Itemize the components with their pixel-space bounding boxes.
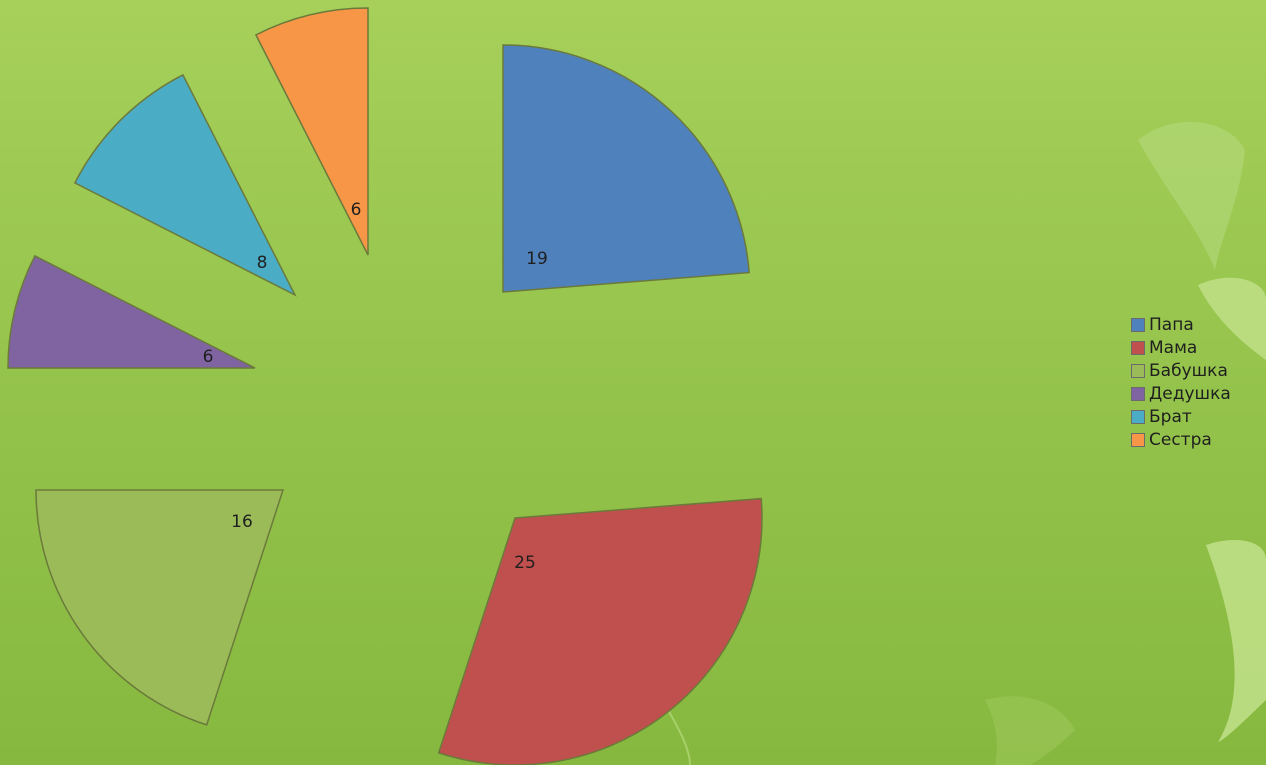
butterfly-wing-shape: [1138, 121, 1245, 271]
legend-swatch: [1131, 386, 1145, 401]
legend-item: Бабушка: [1131, 359, 1266, 382]
pie-slices: [7, 7, 763, 765]
pie-slice-4: [7, 254, 256, 369]
legend-item: Сестра: [1131, 428, 1266, 451]
legend-label: Сестра: [1149, 429, 1212, 450]
chart-legend: Папа Мама Бабушка Дедушка Брат Сестра: [1131, 313, 1266, 451]
pie-slice-3: [35, 489, 285, 726]
pie-data-labels: 19 25 16 6 8 6: [203, 200, 548, 573]
pie-slice-1: [502, 44, 751, 293]
legend-label: Папа: [1149, 314, 1194, 335]
legend-label: Дедушка: [1149, 383, 1231, 404]
legend-item: Мама: [1131, 336, 1266, 359]
legend-swatch: [1131, 340, 1145, 355]
data-label-5: 8: [257, 253, 268, 273]
data-label-2: 25: [514, 553, 536, 573]
legend-item: Дедушка: [1131, 382, 1266, 405]
data-label-6: 6: [351, 200, 362, 220]
legend-swatch: [1131, 317, 1145, 332]
legend-label: Мама: [1149, 337, 1198, 358]
legend-swatch: [1131, 409, 1145, 424]
pie-slice-6: [254, 7, 369, 256]
legend-item: Брат: [1131, 405, 1266, 428]
butterfly-wing-shape: [985, 696, 1075, 765]
legend-item: Папа: [1131, 313, 1266, 336]
data-label-3: 16: [231, 512, 253, 532]
butterfly-wing-shape: [1206, 540, 1266, 742]
data-label-4: 6: [203, 347, 214, 367]
legend-swatch: [1131, 363, 1145, 378]
legend-swatch: [1131, 432, 1145, 447]
legend-label: Бабушка: [1149, 360, 1228, 381]
pie-slice-5: [73, 73, 297, 297]
butterfly-wing-shape: [1198, 277, 1266, 360]
pie-slice-2: [437, 497, 763, 765]
data-label-1: 19: [526, 249, 548, 269]
legend-label: Брат: [1149, 406, 1192, 427]
